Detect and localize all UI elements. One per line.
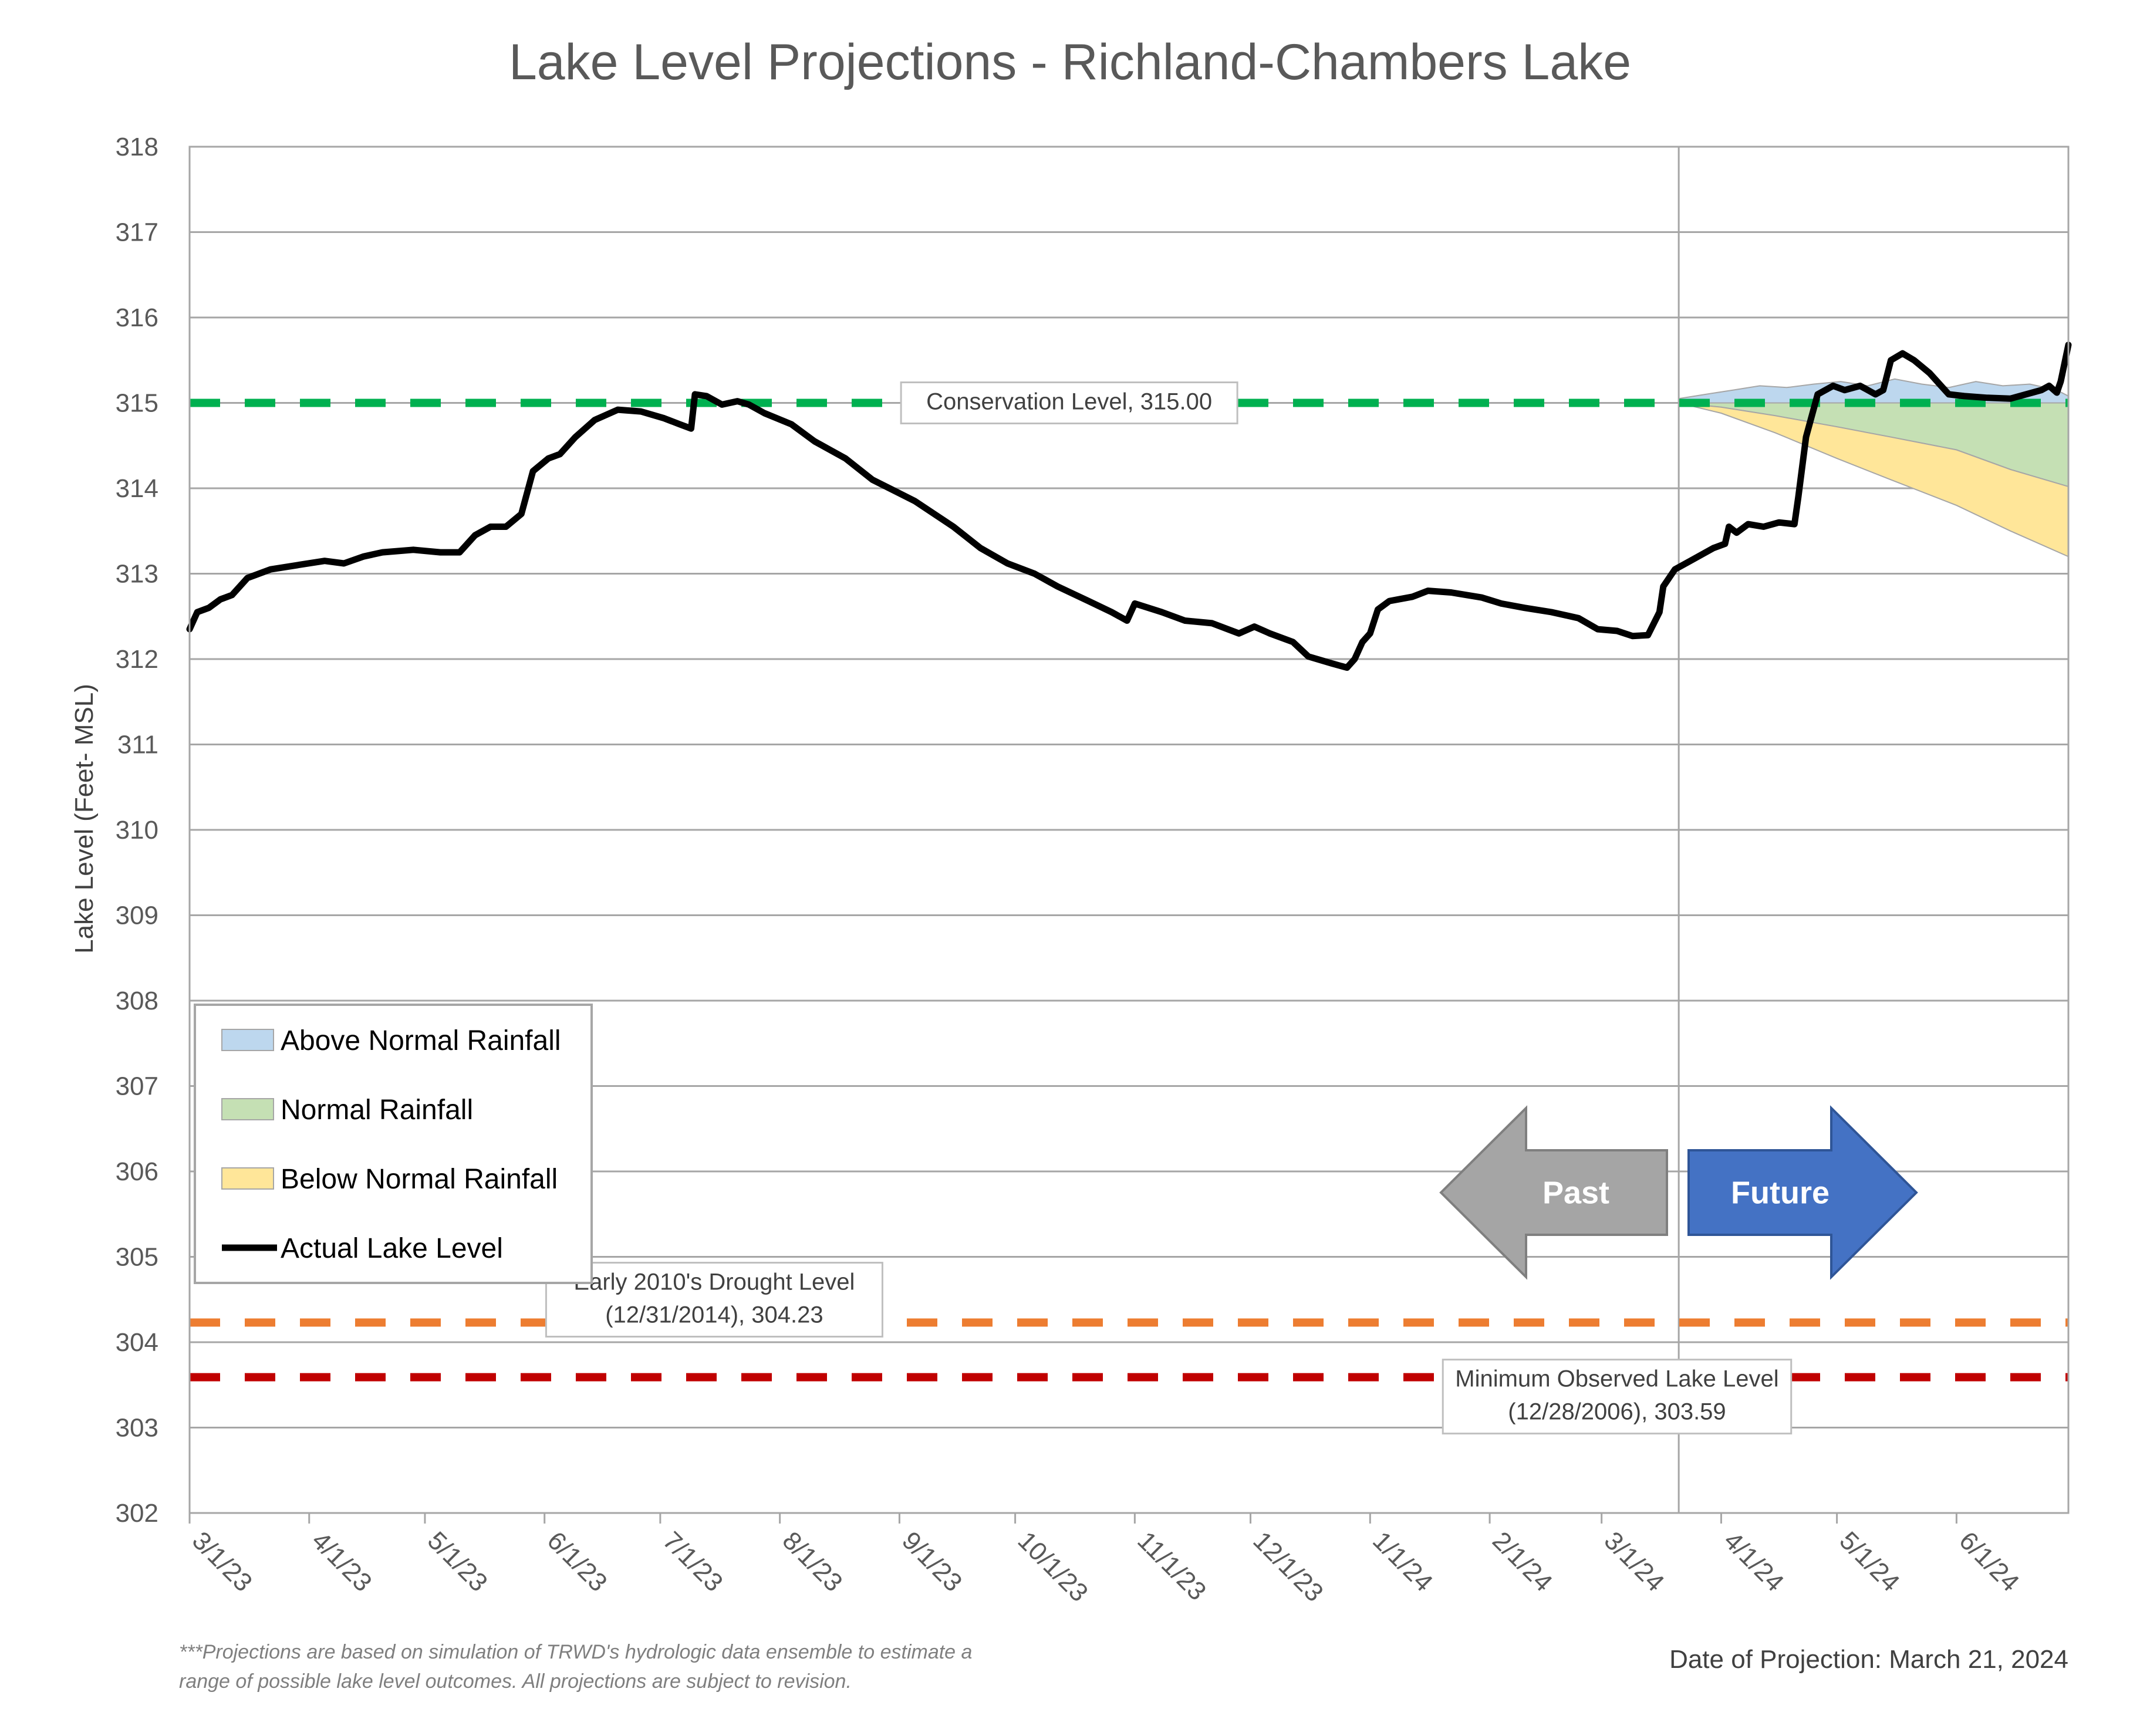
legend-label-actual: Actual Lake Level xyxy=(281,1233,503,1264)
callout-text-minimum-observed-lake-level-1: Minimum Observed Lake Level xyxy=(1455,1366,1778,1392)
y-tick-label-308: 308 xyxy=(116,987,158,1015)
callout-text-early-2010-s-drought-level-2: (12/31/2014), 304.23 xyxy=(605,1302,823,1328)
callout-box-conservation-level xyxy=(900,381,1238,424)
callout-box-early-2010-s-drought-level xyxy=(545,1262,883,1338)
y-tick-label-314: 314 xyxy=(116,474,158,503)
y-tick-label-309: 309 xyxy=(116,901,158,930)
x-tick-label-3/1/23: 3/1/23 xyxy=(187,1526,258,1597)
callout-text-early-2010-s-drought-level-1: Early 2010's Drought Level xyxy=(573,1269,855,1295)
legend-swatch-above-normal xyxy=(221,1029,274,1051)
y-tick-label-312: 312 xyxy=(116,645,158,674)
past-arrow-shape xyxy=(1439,1105,1668,1280)
legend-swatch-below-normal xyxy=(221,1167,274,1190)
x-axis-ticks: 3/1/23 4/1/23 5/1/23 6/1/23 7/1/23 8/1/23 9/1/… xyxy=(187,1513,2024,1607)
future-arrow: Future xyxy=(1687,1105,1918,1280)
past-arrow: Past xyxy=(1439,1105,1668,1280)
callout-text-conservation-level-1: Conservation Level, 315.00 xyxy=(926,389,1212,415)
y-tick-label-306: 306 xyxy=(116,1157,158,1186)
x-tick-label-1/1/24: 1/1/24 xyxy=(1367,1526,1438,1597)
x-tick-label-4/1/23: 4/1/23 xyxy=(306,1526,377,1597)
gridlines xyxy=(190,146,2068,1514)
legend-label-normal: Normal Rainfall xyxy=(281,1095,473,1126)
footnote-line-1: ***Projections are based on simulation o… xyxy=(179,1641,972,1663)
x-tick-label-4/1/24: 4/1/24 xyxy=(1718,1526,1789,1597)
actual-lake-level-line xyxy=(186,342,2072,671)
y-tick-label-316: 316 xyxy=(116,303,158,332)
callout-early-2010-s-drought-level: Early 2010's Drought Level (12/31/2014), … xyxy=(545,1262,883,1338)
future-arrow-label: Future xyxy=(1731,1175,1830,1210)
x-tick-label-6/1/24: 6/1/24 xyxy=(1953,1526,2024,1597)
reference-line-callouts: Conservation Level, 315.00 Early 2010's D… xyxy=(545,381,1793,1435)
footnote-line-2: range of possible lake level outcomes. A… xyxy=(179,1670,852,1693)
y-tick-label-305: 305 xyxy=(116,1243,158,1272)
callout-text-minimum-observed-lake-level-2: (12/28/2006), 303.59 xyxy=(1508,1399,1726,1425)
x-tick-label-9/1/23: 9/1/23 xyxy=(896,1526,967,1597)
y-tick-label-304: 304 xyxy=(116,1328,158,1357)
y-tick-label-315: 315 xyxy=(116,389,158,418)
x-tick-label-10/1/23: 10/1/23 xyxy=(1012,1526,1093,1607)
y-axis-label: Lake Level (Feet- MSL) xyxy=(70,684,99,954)
x-tick-label-5/1/23: 5/1/23 xyxy=(422,1526,493,1597)
y-tick-label-317: 317 xyxy=(116,218,158,247)
y-tick-label-311: 311 xyxy=(117,731,158,759)
y-tick-label-303: 303 xyxy=(116,1414,158,1443)
x-tick-label-2/1/24: 2/1/24 xyxy=(1487,1526,1558,1597)
legend-label-below-normal: Below Normal Rainfall xyxy=(281,1164,558,1195)
callout-minimum-observed-lake-level: Minimum Observed Lake Level (12/28/2006),… xyxy=(1442,1359,1793,1435)
plot-area-border xyxy=(188,146,2070,1514)
x-tick-label-12/1/23: 12/1/23 xyxy=(1247,1526,1328,1607)
callout-box-minimum-observed-lake-level xyxy=(1442,1359,1793,1435)
y-tick-label-313: 313 xyxy=(116,560,158,589)
x-tick-label-6/1/23: 6/1/23 xyxy=(542,1526,613,1597)
legend-label-above-normal: Above Normal Rainfall xyxy=(281,1025,561,1056)
y-tick-label-307: 307 xyxy=(116,1072,158,1101)
legend-swatch-normal xyxy=(221,1098,274,1120)
y-tick-label-318: 318 xyxy=(116,133,158,161)
y-tick-label-310: 310 xyxy=(116,816,158,845)
x-tick-label-3/1/24: 3/1/24 xyxy=(1599,1526,1670,1597)
future-arrow-shape xyxy=(1687,1105,1918,1280)
legend: Above Normal Rainfall Normal Rainfall Be… xyxy=(194,1004,593,1284)
callout-conservation-level: Conservation Level, 315.00 xyxy=(900,381,1238,424)
y-tick-label-302: 302 xyxy=(116,1499,158,1528)
x-tick-label-11/1/23: 11/1/23 xyxy=(1132,1526,1211,1606)
x-tick-label-8/1/23: 8/1/23 xyxy=(777,1526,848,1597)
projection-date: Date of Projection: March 21, 2024 xyxy=(1669,1645,2068,1674)
x-tick-label-5/1/24: 5/1/24 xyxy=(1834,1526,1905,1597)
chart-title: Lake Level Projections - Richland-Chambe… xyxy=(509,34,1631,90)
past-arrow-label: Past xyxy=(1542,1175,1609,1210)
x-tick-label-7/1/23: 7/1/23 xyxy=(657,1526,728,1597)
y-axis-ticks: 302 303 304 305 306 307 308 309 310 311 312 313 314 3… xyxy=(116,133,158,1528)
